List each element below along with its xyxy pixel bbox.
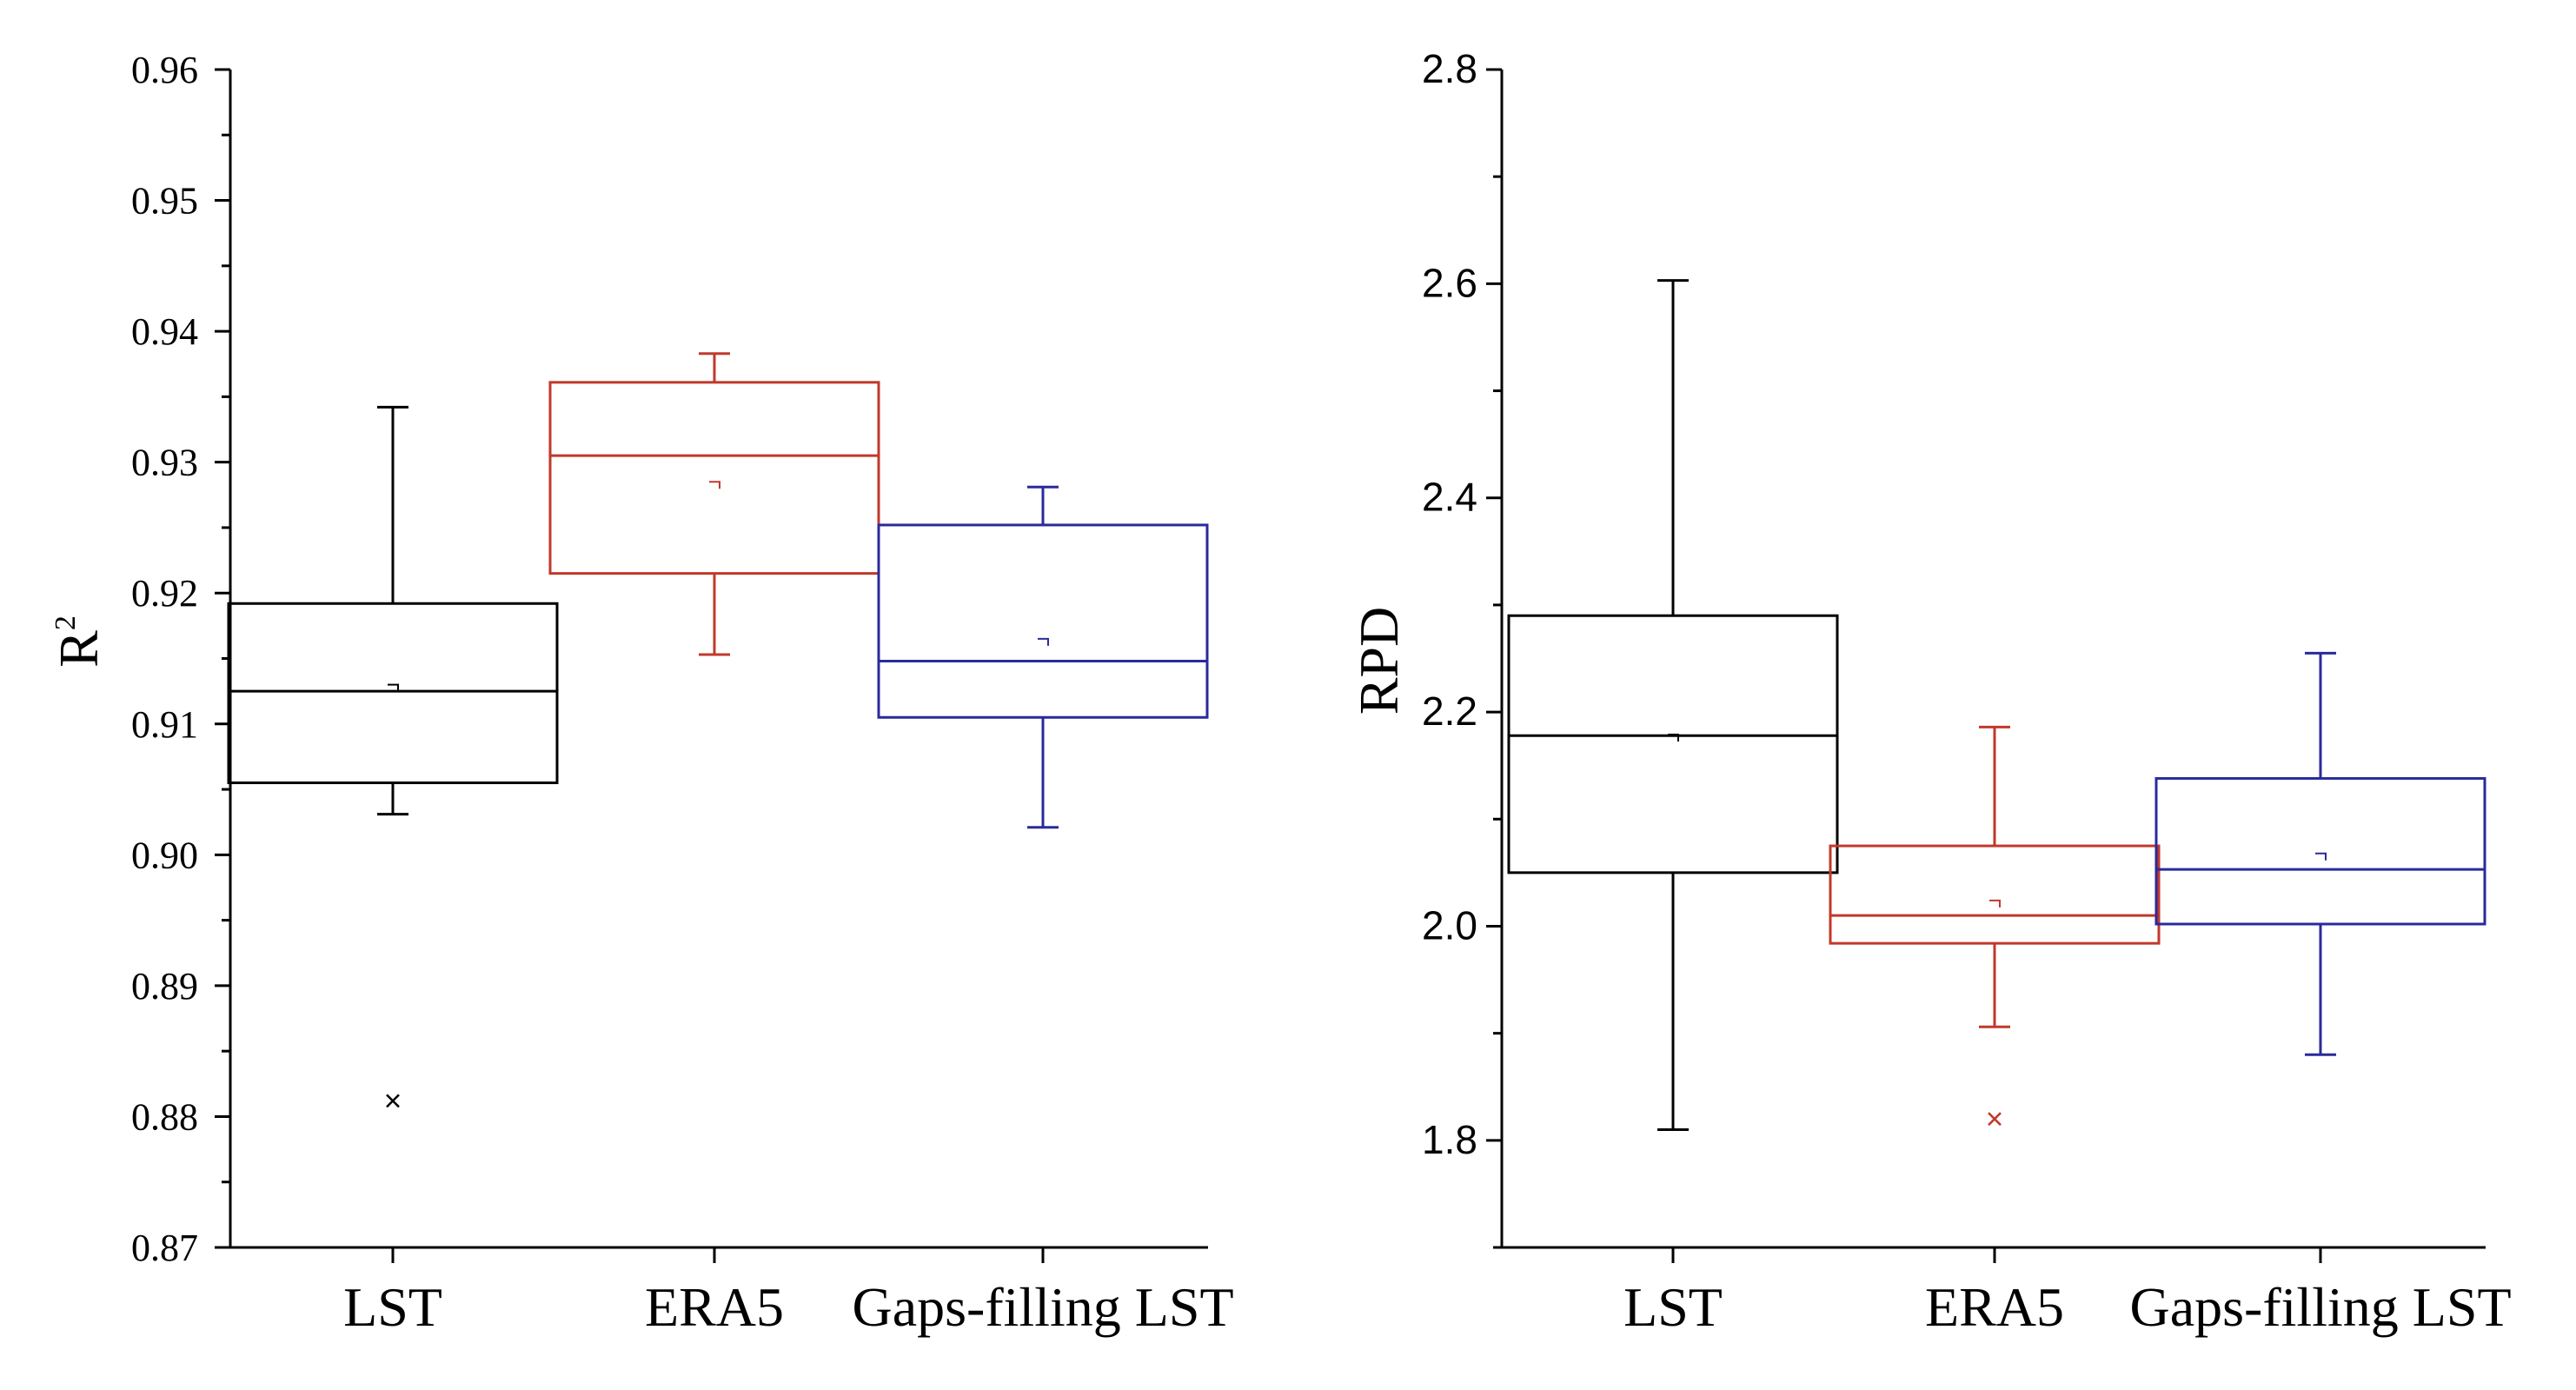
outlier-marker xyxy=(1988,1112,2002,1127)
box-gaps-filling-lst xyxy=(877,485,1209,829)
y-axis-title-rpd: RPD xyxy=(1348,607,1410,715)
y-axis-title-r2: R2 xyxy=(48,615,110,668)
box-rect xyxy=(2154,776,2486,926)
y-tick-label: 0.91 xyxy=(131,703,198,746)
mean-marker xyxy=(2315,852,2327,861)
y-tick-label: 0.90 xyxy=(131,834,198,876)
y-tick-label: 0.96 xyxy=(131,49,198,91)
x-tick-label: LST xyxy=(1623,1276,1723,1338)
x-tick-label: ERA5 xyxy=(645,1276,784,1338)
y-tick-label: 2.6 xyxy=(1422,260,1477,305)
y-tick-label: 0.94 xyxy=(131,310,198,353)
mean-marker xyxy=(1038,637,1049,646)
box-rect xyxy=(877,523,1209,719)
y-tick-label: 0.92 xyxy=(131,572,198,615)
box-rect xyxy=(1507,614,1839,875)
box-rect xyxy=(1829,844,2161,945)
x-tick-label: Gaps-filling LST xyxy=(2129,1276,2511,1338)
mean-marker xyxy=(388,683,399,692)
mean-marker xyxy=(709,481,720,489)
y-tick-label: 0.89 xyxy=(131,965,198,1008)
y-tick-label: 2.0 xyxy=(1422,902,1477,948)
y-tick-label: 0.93 xyxy=(131,442,198,484)
box-era5 xyxy=(548,352,880,656)
box-gaps-filling-lst xyxy=(2154,651,2486,1056)
box-lst xyxy=(1507,279,1839,1131)
y-tick-label: 0.95 xyxy=(131,180,198,223)
mean-marker xyxy=(1989,899,2001,908)
x-tick-label: Gaps-filling LST xyxy=(852,1276,1233,1338)
y-tick-label: 2.2 xyxy=(1422,688,1477,734)
y-tick-label: 2.8 xyxy=(1422,46,1477,91)
y-tick-label: 0.88 xyxy=(131,1095,198,1138)
chart-rpd-boxplot: RPD 1.8 2.0 2.2 2.4 2.6 2.8 LST ERA5 Gaps-fillin… xyxy=(1348,46,2512,1338)
x-tick-label: LST xyxy=(343,1276,442,1338)
chart-r2-boxplot: R2 0.87 0.88 0.89 0.90 0.91 0.92 0.93 0.94 0.95 0… xyxy=(48,49,1234,1338)
box-lst xyxy=(227,405,559,1108)
outlier-marker xyxy=(386,1094,400,1108)
box-rect xyxy=(227,602,559,785)
x-tick-label: ERA5 xyxy=(1925,1276,2064,1338)
y-tick-label: 0.87 xyxy=(131,1227,198,1269)
y-tick-label: 1.8 xyxy=(1422,1117,1477,1162)
box-era5 xyxy=(1829,725,2161,1127)
mean-marker xyxy=(1668,733,1679,742)
y-tick-label: 2.4 xyxy=(1422,475,1477,520)
box-rect xyxy=(548,381,880,575)
